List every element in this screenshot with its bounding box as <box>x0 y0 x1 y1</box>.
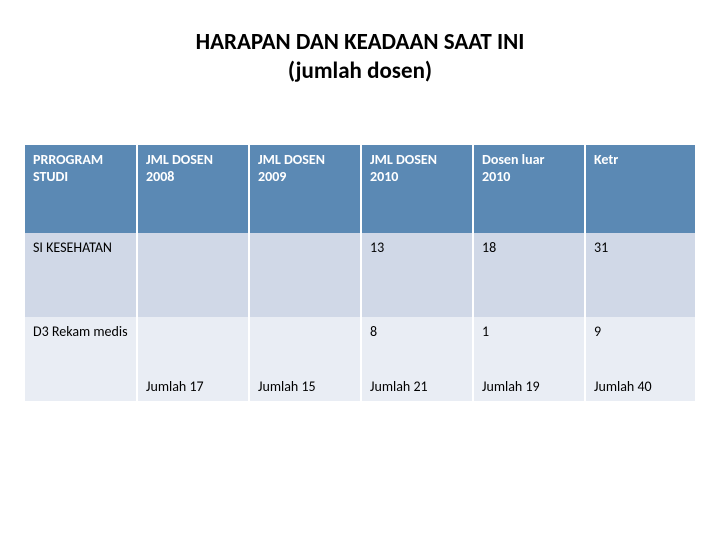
cell-text: Jumlah 17 <box>146 378 204 395</box>
cell <box>249 233 361 317</box>
cell-text: 9 <box>594 323 687 340</box>
cell-text: 13 <box>370 239 464 256</box>
cell: Jumlah 15 <box>249 317 361 401</box>
cell: 31 <box>585 233 695 317</box>
cell-text: 1 <box>482 323 576 340</box>
data-table: PRROGRAM STUDI JML DOSEN 2008 JML DOSEN … <box>25 145 695 401</box>
col-header: Ketr <box>585 145 695 233</box>
col-header: Dosen luar 2010 <box>473 145 585 233</box>
table-row: D3 Rekam medis Jumlah 17 Jumlah 15 8 Jum… <box>25 317 695 401</box>
cell-text: 31 <box>594 239 687 256</box>
col-header: JML DOSEN 2009 <box>249 145 361 233</box>
title-line-1: HARAPAN DAN KEADAAN SAAT INI <box>0 28 720 57</box>
cell <box>137 233 249 317</box>
slide-title: HARAPAN DAN KEADAAN SAAT INI (jumlah dos… <box>0 28 720 86</box>
cell-text: D3 Rekam medis <box>33 323 128 340</box>
table-row: SI KESEHATAN 13 18 <box>25 233 695 317</box>
cell-text: Jumlah 15 <box>258 378 316 395</box>
cell-text: Jumlah 40 <box>594 378 652 395</box>
col-header: JML DOSEN 2010 <box>361 145 473 233</box>
table-header-row: PRROGRAM STUDI JML DOSEN 2008 JML DOSEN … <box>25 145 695 233</box>
cell-program: SI KESEHATAN <box>25 233 137 317</box>
cell-text: SI KESEHATAN <box>33 239 128 256</box>
col-header: JML DOSEN 2008 <box>137 145 249 233</box>
cell: 1 Jumlah 19 <box>473 317 585 401</box>
cell-text: 8 <box>370 323 464 340</box>
cell: 9 Jumlah 40 <box>585 317 695 401</box>
cell-text: Jumlah 19 <box>482 378 540 395</box>
cell: Jumlah 17 <box>137 317 249 401</box>
title-line-2: (jumlah dosen) <box>0 57 720 86</box>
cell: 8 Jumlah 21 <box>361 317 473 401</box>
cell-text: 18 <box>482 239 576 256</box>
slide: HARAPAN DAN KEADAAN SAAT INI (jumlah dos… <box>0 0 720 540</box>
cell-program: D3 Rekam medis <box>25 317 137 401</box>
cell: 18 <box>473 233 585 317</box>
cell: 13 <box>361 233 473 317</box>
cell-text: Jumlah 21 <box>370 378 428 395</box>
col-header: PRROGRAM STUDI <box>25 145 137 233</box>
